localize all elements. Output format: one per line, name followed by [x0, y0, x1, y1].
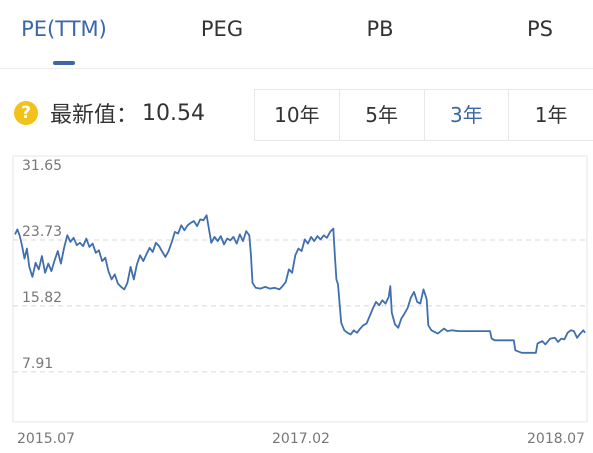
- y-tick-label: 23.73: [22, 224, 62, 240]
- range-button-1y[interactable]: 1年: [508, 90, 593, 140]
- tab-pb[interactable]: PB: [366, 17, 394, 41]
- range-button-10y[interactable]: 10年: [254, 90, 339, 140]
- metric-tab-bar: PE(TTM) PEG PB PS: [0, 0, 593, 69]
- y-tick-label: 15.82: [22, 290, 62, 306]
- y-tick-label: 31.65: [22, 158, 62, 174]
- y-tick-label: 7.91: [22, 356, 53, 372]
- range-button-3y[interactable]: 3年: [423, 90, 509, 140]
- active-tab-indicator: [53, 61, 75, 65]
- tab-ps[interactable]: PS: [527, 17, 553, 41]
- pe-series-line: [14, 214, 586, 354]
- range-button-5y[interactable]: 5年: [338, 90, 424, 140]
- latest-value: 10.54: [142, 100, 205, 126]
- tab-peg[interactable]: PEG: [200, 17, 244, 41]
- latest-value-label: 最新值：: [50, 103, 139, 128]
- x-tick-label: 2015.07: [17, 431, 75, 447]
- x-tick-label: 2018.07: [527, 431, 585, 447]
- help-icon[interactable]: ?: [14, 101, 38, 125]
- plot-frame: [12, 155, 588, 423]
- latest-value-row: ? 最新值： 10.54: [14, 98, 205, 128]
- pe-chart-svg: 31.65 23.73 15.82 7.91 2015.07 2017.02 2018.0…: [12, 155, 588, 447]
- pe-chart: 31.65 23.73 15.82 7.91 2015.07 2017.02 2018.0…: [0, 150, 593, 449]
- x-tick-label: 2017.02: [272, 431, 330, 447]
- tab-pe-ttm[interactable]: PE(TTM): [21, 17, 107, 41]
- time-range-selector: 10年 5年 3年 1年: [254, 89, 593, 141]
